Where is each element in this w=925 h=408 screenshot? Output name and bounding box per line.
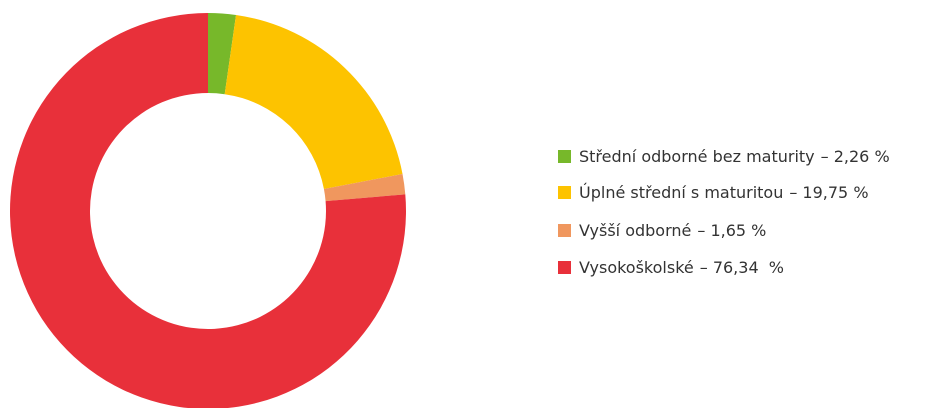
legend-name: Vyšší odborné [579, 221, 691, 240]
legend-swatch [558, 150, 571, 163]
legend-value: – 1,65 % [697, 221, 766, 240]
legend-name: Úplné střední s maturitou [579, 183, 783, 202]
legend-value: – 76,34 % [700, 258, 784, 277]
legend-value: – 19,75 % [789, 183, 868, 202]
legend-swatch [558, 186, 571, 199]
legend-name: Střední odborné bez maturity [579, 147, 815, 166]
donut-segment [224, 14, 403, 189]
donut-segment [10, 13, 406, 408]
legend-label: Úplné střední s maturitou – 19,75 % [579, 183, 869, 202]
legend-label: Vysokoškolské – 76,34 % [579, 258, 784, 277]
legend-value: – 2,26 % [821, 147, 890, 166]
donut-segment [208, 13, 237, 95]
legend-name: Vysokoškolské [579, 258, 694, 277]
legend-swatch [558, 224, 571, 237]
legend-swatch [558, 261, 571, 274]
donut-segment [323, 174, 406, 202]
legend-label: Střední odborné bez maturity – 2,26 % [579, 147, 890, 166]
legend-label: Vyšší odborné – 1,65 % [579, 221, 766, 240]
